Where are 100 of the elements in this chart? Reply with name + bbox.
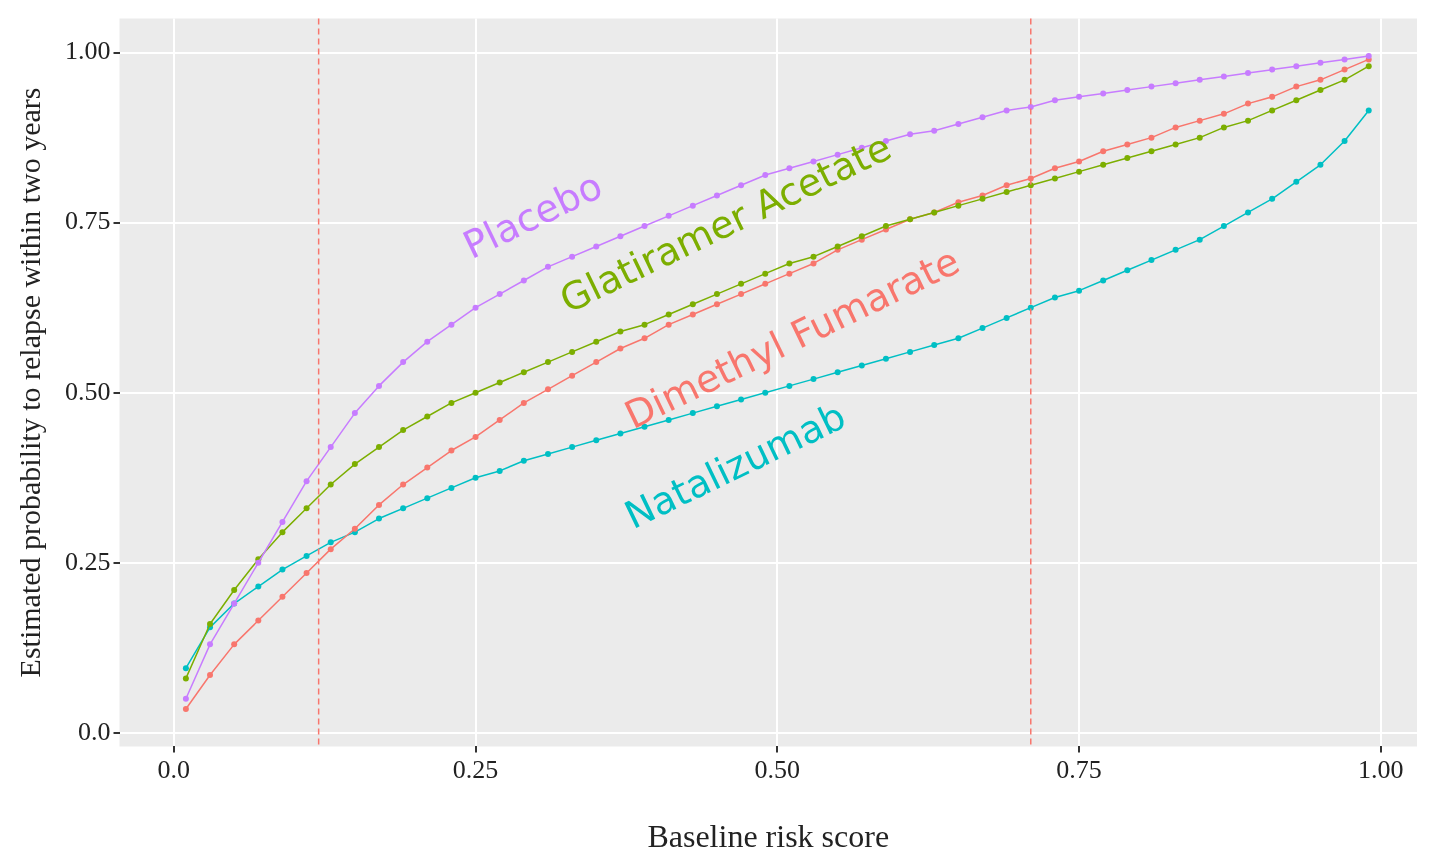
point — [520, 369, 527, 376]
x-tick-label: 1.00 — [1358, 754, 1404, 784]
point — [424, 495, 431, 502]
point — [1124, 141, 1131, 148]
point — [617, 430, 624, 437]
point — [520, 399, 527, 406]
point — [834, 369, 841, 376]
point — [1196, 134, 1203, 141]
point — [1172, 124, 1179, 131]
point — [207, 620, 214, 627]
point — [255, 583, 262, 590]
point — [1293, 63, 1300, 70]
point — [1245, 70, 1252, 77]
point — [1317, 76, 1324, 83]
point — [424, 338, 431, 345]
x-axis-title: Baseline risk score — [647, 818, 890, 855]
point — [1148, 83, 1155, 90]
point — [231, 641, 238, 648]
point — [641, 321, 648, 328]
point — [1341, 56, 1348, 63]
point — [1076, 93, 1083, 100]
point — [1245, 117, 1252, 124]
point — [1100, 277, 1107, 284]
point — [1220, 73, 1227, 80]
point — [1076, 168, 1083, 175]
point — [1100, 148, 1107, 155]
point — [1148, 134, 1155, 141]
point — [593, 338, 600, 345]
y-tick-label: 0.25 — [65, 546, 111, 576]
point — [569, 372, 576, 379]
point — [955, 121, 962, 128]
point — [327, 539, 334, 546]
point — [979, 114, 986, 121]
point — [1100, 161, 1107, 168]
point — [810, 376, 817, 383]
point — [593, 437, 600, 444]
point — [762, 270, 769, 277]
point — [1220, 110, 1227, 117]
point — [327, 481, 334, 488]
point — [182, 675, 189, 682]
point — [1124, 267, 1131, 274]
point — [1003, 107, 1010, 114]
point — [738, 182, 745, 189]
point — [376, 382, 382, 389]
point — [1293, 178, 1300, 185]
x-tick-label: 0.75 — [1056, 754, 1102, 784]
point — [472, 433, 479, 440]
point — [1124, 155, 1131, 162]
point — [400, 481, 407, 488]
point — [400, 427, 407, 434]
point — [231, 586, 238, 593]
x-tick-label: 0.50 — [754, 754, 801, 784]
point — [882, 355, 889, 362]
point — [351, 410, 358, 417]
point — [303, 552, 310, 559]
point — [303, 478, 310, 485]
point — [207, 641, 214, 648]
point — [1365, 107, 1372, 114]
point — [496, 379, 503, 386]
point — [255, 617, 262, 624]
point — [424, 413, 431, 420]
point — [448, 447, 455, 454]
point — [1051, 294, 1058, 301]
point — [400, 359, 407, 366]
point — [907, 131, 914, 138]
point — [1341, 138, 1348, 145]
point — [1196, 117, 1203, 124]
point — [182, 665, 189, 672]
x-tick-label: 0.0 — [157, 754, 191, 784]
y-axis-title: Estimated probability to relapse within two years — [12, 87, 46, 678]
point — [496, 467, 503, 474]
point — [448, 321, 455, 328]
point — [1341, 76, 1348, 83]
point — [182, 705, 189, 712]
point — [1293, 97, 1300, 104]
y-tick-label: 0.0 — [78, 716, 111, 746]
y-tick-label: 1.00 — [65, 36, 111, 66]
point — [1317, 87, 1324, 94]
point — [544, 450, 551, 457]
point — [1196, 76, 1203, 83]
point — [376, 501, 382, 508]
point — [472, 474, 479, 481]
point — [931, 127, 938, 134]
point — [907, 348, 914, 355]
point — [1196, 236, 1203, 243]
point — [1317, 59, 1324, 66]
point — [303, 505, 310, 512]
point — [544, 263, 551, 270]
point — [303, 569, 310, 576]
point — [1100, 90, 1107, 97]
point — [279, 518, 286, 525]
point — [496, 291, 503, 298]
point — [544, 386, 551, 393]
point — [207, 671, 214, 678]
point — [1003, 182, 1010, 189]
point — [1293, 83, 1300, 90]
point — [979, 325, 986, 332]
x-tick-label: 0.25 — [452, 754, 499, 784]
point — [327, 444, 334, 451]
point — [1341, 66, 1348, 73]
